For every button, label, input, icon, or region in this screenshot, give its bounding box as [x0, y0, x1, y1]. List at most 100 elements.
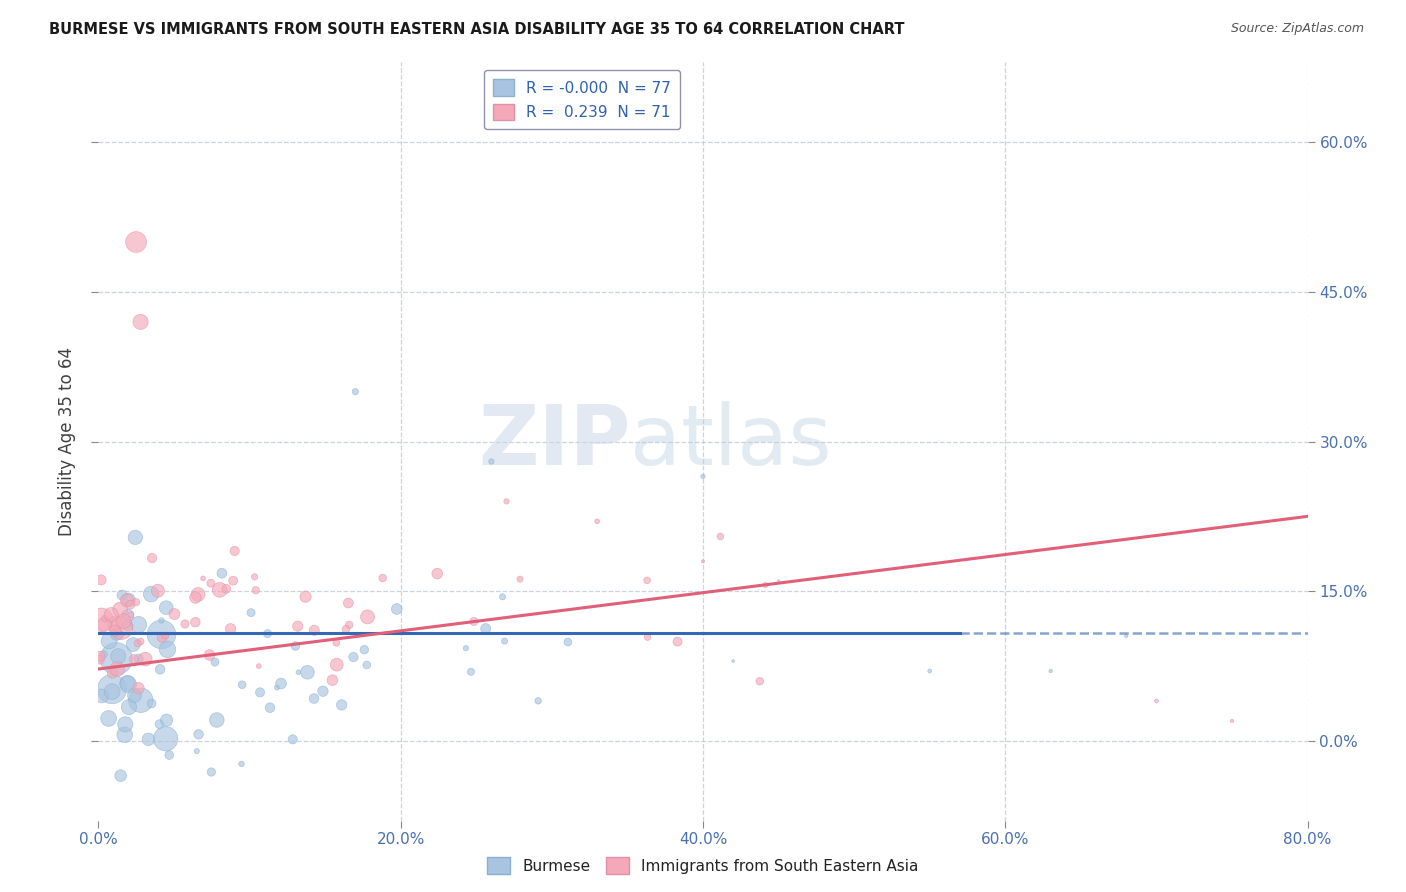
Point — [124, 689, 146, 703]
Point — [692, 554, 714, 568]
Point — [304, 624, 326, 638]
Point — [93, 612, 115, 626]
Point — [155, 600, 177, 615]
Point — [215, 582, 238, 596]
Point — [371, 571, 394, 585]
Point — [117, 593, 139, 607]
Y-axis label: Disability Age 35 to 64: Disability Age 35 to 64 — [58, 347, 76, 536]
Point — [108, 627, 131, 641]
Point — [114, 717, 136, 731]
Point — [709, 529, 731, 543]
Text: BURMESE VS IMMIGRANTS FROM SOUTH EASTERN ASIA DISABILITY AGE 35 TO 64 CORRELATIO: BURMESE VS IMMIGRANTS FROM SOUTH EASTERN… — [49, 22, 904, 37]
Point — [768, 574, 790, 589]
Point — [636, 574, 658, 588]
Point — [474, 622, 496, 636]
Point — [287, 665, 309, 680]
Point — [1039, 664, 1062, 678]
Point — [104, 624, 127, 638]
Point — [128, 681, 150, 695]
Point — [557, 635, 579, 649]
Point — [666, 634, 689, 648]
Point — [105, 627, 128, 641]
Point — [231, 678, 253, 692]
Point — [129, 315, 152, 329]
Point — [344, 384, 367, 399]
Point — [494, 634, 516, 648]
Point — [754, 578, 776, 592]
Point — [146, 583, 169, 598]
Point — [125, 595, 148, 609]
Point — [208, 582, 231, 597]
Point — [748, 674, 770, 689]
Point — [294, 590, 316, 604]
Point — [1115, 629, 1137, 643]
Point — [129, 634, 152, 648]
Point — [101, 665, 124, 680]
Point — [356, 657, 378, 672]
Point — [198, 648, 221, 662]
Point — [110, 621, 132, 635]
Point — [495, 494, 517, 508]
Legend: R = -0.000  N = 77, R =  0.239  N = 71: R = -0.000 N = 77, R = 0.239 N = 71 — [484, 70, 681, 129]
Point — [93, 648, 115, 662]
Point — [127, 636, 149, 650]
Point — [222, 574, 245, 588]
Point — [454, 641, 477, 656]
Point — [231, 756, 253, 771]
Point — [385, 602, 408, 616]
Point — [353, 642, 375, 657]
Point — [463, 615, 485, 629]
Point — [117, 619, 139, 633]
Point — [117, 677, 139, 691]
Point — [266, 681, 288, 695]
Point — [918, 664, 941, 678]
Point — [155, 731, 177, 746]
Legend: Burmese, Immigrants from South Eastern Asia: Burmese, Immigrants from South Eastern A… — [481, 851, 925, 880]
Point — [150, 614, 173, 628]
Point — [191, 571, 214, 585]
Point — [321, 673, 343, 688]
Point — [155, 629, 177, 643]
Point — [148, 717, 170, 731]
Point — [325, 636, 347, 650]
Point — [98, 633, 121, 648]
Text: ZIP: ZIP — [478, 401, 630, 482]
Point — [128, 651, 150, 665]
Point — [101, 682, 124, 697]
Point — [200, 764, 222, 779]
Point — [224, 544, 246, 558]
Point — [287, 619, 309, 633]
Point — [245, 583, 267, 598]
Point — [112, 614, 135, 628]
Point — [460, 665, 482, 679]
Point — [155, 713, 177, 727]
Point — [90, 689, 112, 703]
Text: Source: ZipAtlas.com: Source: ZipAtlas.com — [1230, 22, 1364, 36]
Point — [111, 588, 134, 602]
Point — [129, 693, 152, 707]
Point — [117, 608, 139, 623]
Point — [184, 615, 207, 629]
Point — [723, 654, 745, 668]
Point — [302, 691, 325, 706]
Point — [104, 616, 127, 631]
Point — [637, 630, 659, 644]
Point — [281, 732, 304, 747]
Point — [138, 732, 160, 747]
Point — [90, 613, 112, 627]
Point — [120, 607, 142, 622]
Point — [108, 602, 131, 616]
Point — [125, 235, 148, 249]
Point — [219, 622, 242, 636]
Point — [101, 684, 124, 698]
Point — [200, 576, 222, 591]
Point — [1144, 694, 1167, 708]
Point — [1220, 714, 1243, 728]
Point — [330, 698, 353, 712]
Point — [325, 657, 347, 672]
Point — [141, 587, 163, 601]
Point — [527, 694, 550, 708]
Point — [122, 638, 145, 652]
Point — [114, 728, 136, 742]
Point — [100, 607, 122, 622]
